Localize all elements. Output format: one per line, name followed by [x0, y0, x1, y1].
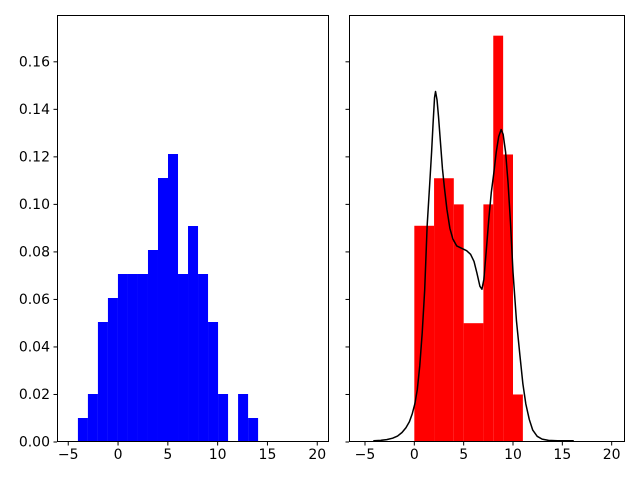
y-tick-label: 0.02 — [19, 387, 50, 403]
x-tick-label: −5 — [58, 447, 79, 463]
hist-bar — [117, 274, 128, 442]
y-tick-label: 0.16 — [19, 54, 50, 70]
y-tick-label: 0.08 — [19, 244, 50, 260]
kde-curve — [373, 90, 574, 442]
x-tick-label: 20 — [603, 447, 621, 463]
y-tick-label: 0.04 — [19, 339, 50, 355]
x-tick-label: 20 — [308, 447, 326, 463]
left-histogram-plot: −5 0 5 10 15 200.000.020.040.060.080.100.120.… — [19, 15, 329, 463]
y-tick-label: 0.00 — [19, 435, 50, 451]
hist-bar — [208, 322, 219, 442]
axes-frame — [57, 15, 329, 442]
hist-bar — [453, 204, 464, 442]
right-histogram-kde-plot: −5 0 5 10 15 20 — [345, 15, 625, 463]
hist-bar — [493, 35, 504, 443]
hist-bar — [178, 274, 189, 442]
x-tick-label: 5 — [459, 447, 468, 463]
hist-bar — [107, 298, 118, 442]
x-tick-label: 5 — [163, 447, 172, 463]
hist-bar — [483, 204, 494, 442]
hist-bar — [127, 274, 138, 442]
axes-frame — [349, 15, 625, 442]
hist-bar — [218, 394, 229, 442]
hist-bar — [97, 322, 108, 442]
hist-bar — [414, 225, 435, 442]
hist-bar — [503, 154, 513, 443]
hist-bar — [198, 274, 209, 442]
x-tick-label: 10 — [504, 447, 522, 463]
hist-bar — [87, 394, 98, 442]
y-tick-label: 0.12 — [19, 149, 50, 165]
hist-bar — [157, 178, 168, 442]
x-tick-label: −5 — [355, 447, 376, 463]
y-tick-label: 0.06 — [19, 292, 50, 308]
y-axis — [345, 61, 349, 443]
y-tick-label: 0.14 — [19, 102, 50, 118]
x-axis: −5 0 5 10 15 20 — [58, 442, 326, 463]
hist-bar — [248, 418, 259, 442]
hist-bar — [137, 274, 148, 442]
x-tick-label: 0 — [410, 447, 419, 463]
x-tick-label: 0 — [114, 447, 123, 463]
hist-bar — [77, 418, 88, 442]
hist-bar — [513, 394, 523, 442]
hist-bar — [238, 394, 249, 442]
x-axis: −5 0 5 10 15 20 — [355, 442, 621, 463]
x-tick-label: 15 — [259, 447, 277, 463]
hist-bar — [463, 323, 484, 442]
x-tick-label: 15 — [553, 447, 571, 463]
y-axis: 0.00 0.02 0.04 0.06 0.08 0.10 0.12 0.14 0.16 — [19, 54, 57, 451]
hist-bar — [434, 178, 454, 443]
bars — [414, 35, 523, 443]
bars — [77, 154, 259, 442]
hist-bar — [147, 250, 158, 442]
hist-bar — [188, 226, 199, 442]
y-tick-label: 0.10 — [19, 197, 50, 213]
hist-bar — [168, 154, 179, 442]
x-tick-label: 10 — [209, 447, 227, 463]
